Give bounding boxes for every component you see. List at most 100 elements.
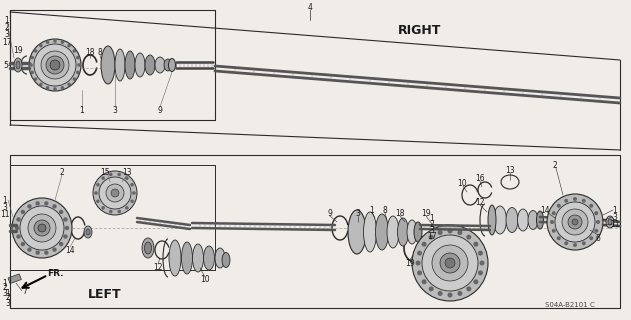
Ellipse shape (363, 212, 377, 252)
Ellipse shape (155, 57, 165, 73)
Circle shape (466, 235, 471, 240)
Text: 2: 2 (430, 220, 434, 228)
Text: 3: 3 (430, 226, 434, 235)
Text: 1: 1 (370, 205, 374, 214)
Circle shape (28, 214, 56, 242)
Circle shape (564, 241, 568, 245)
Circle shape (20, 206, 64, 250)
Text: 2: 2 (553, 161, 557, 170)
Text: 3: 3 (355, 209, 360, 218)
Ellipse shape (608, 219, 612, 225)
Circle shape (582, 199, 586, 203)
Ellipse shape (169, 240, 181, 276)
Text: 1: 1 (80, 106, 85, 115)
Circle shape (568, 215, 582, 229)
Text: 10: 10 (200, 276, 210, 284)
Text: 1: 1 (3, 196, 8, 204)
Text: 8: 8 (382, 205, 387, 214)
Text: 17: 17 (427, 231, 437, 241)
Ellipse shape (398, 218, 408, 246)
Circle shape (555, 202, 595, 242)
Circle shape (16, 217, 21, 222)
Circle shape (594, 229, 598, 233)
Ellipse shape (528, 211, 538, 229)
Text: 11: 11 (610, 220, 620, 228)
Text: 17: 17 (2, 37, 12, 46)
Circle shape (38, 224, 46, 232)
Bar (8, 274, 21, 284)
Text: 2: 2 (4, 22, 9, 31)
Circle shape (466, 286, 471, 292)
Ellipse shape (41, 51, 69, 79)
Circle shape (557, 236, 561, 240)
Circle shape (422, 279, 427, 284)
Text: 1: 1 (613, 205, 617, 214)
Circle shape (34, 77, 37, 81)
Circle shape (73, 77, 76, 81)
Circle shape (551, 229, 556, 233)
Ellipse shape (145, 55, 155, 75)
Text: 6: 6 (596, 234, 601, 243)
Text: 3: 3 (6, 299, 11, 308)
Circle shape (412, 225, 488, 301)
Circle shape (35, 251, 40, 255)
Ellipse shape (84, 226, 92, 238)
Circle shape (473, 279, 478, 284)
Ellipse shape (50, 60, 60, 70)
Circle shape (596, 220, 600, 224)
Text: 19: 19 (13, 45, 23, 54)
Ellipse shape (192, 244, 204, 272)
Ellipse shape (204, 246, 215, 270)
Ellipse shape (536, 211, 543, 229)
Circle shape (447, 292, 452, 298)
Circle shape (63, 217, 68, 222)
Text: 2: 2 (6, 293, 10, 302)
Ellipse shape (46, 56, 64, 74)
Ellipse shape (407, 220, 417, 244)
Ellipse shape (517, 209, 529, 231)
Text: 14: 14 (65, 245, 75, 254)
Circle shape (76, 56, 80, 60)
Circle shape (99, 177, 131, 209)
Ellipse shape (115, 49, 125, 81)
Circle shape (53, 87, 57, 91)
Circle shape (93, 171, 137, 215)
Circle shape (473, 242, 478, 247)
Circle shape (428, 235, 433, 240)
Circle shape (573, 243, 577, 247)
Ellipse shape (144, 242, 151, 254)
Circle shape (53, 39, 57, 43)
Ellipse shape (215, 248, 225, 268)
Ellipse shape (16, 61, 20, 69)
Ellipse shape (164, 59, 172, 71)
Circle shape (457, 291, 463, 296)
Text: 8: 8 (98, 47, 102, 57)
Circle shape (550, 220, 554, 224)
Text: RIGHT: RIGHT (398, 23, 442, 36)
Circle shape (109, 210, 112, 213)
Circle shape (34, 49, 37, 53)
Circle shape (94, 191, 98, 195)
Circle shape (440, 253, 460, 273)
Circle shape (15, 226, 19, 230)
Text: 13: 13 (122, 167, 132, 177)
Text: 3: 3 (3, 203, 8, 212)
Circle shape (133, 191, 136, 195)
Circle shape (73, 49, 76, 53)
Circle shape (445, 258, 455, 268)
Circle shape (44, 251, 49, 255)
Circle shape (46, 86, 49, 90)
Text: 18: 18 (395, 209, 404, 218)
Text: 1: 1 (3, 278, 8, 287)
Text: 2: 2 (3, 284, 8, 292)
Circle shape (63, 234, 68, 239)
Circle shape (65, 226, 69, 230)
Circle shape (76, 71, 80, 74)
Ellipse shape (135, 53, 145, 77)
Circle shape (21, 210, 25, 214)
Circle shape (432, 245, 468, 281)
Circle shape (44, 201, 49, 205)
Ellipse shape (348, 210, 366, 254)
Circle shape (557, 204, 561, 208)
Circle shape (61, 40, 64, 44)
